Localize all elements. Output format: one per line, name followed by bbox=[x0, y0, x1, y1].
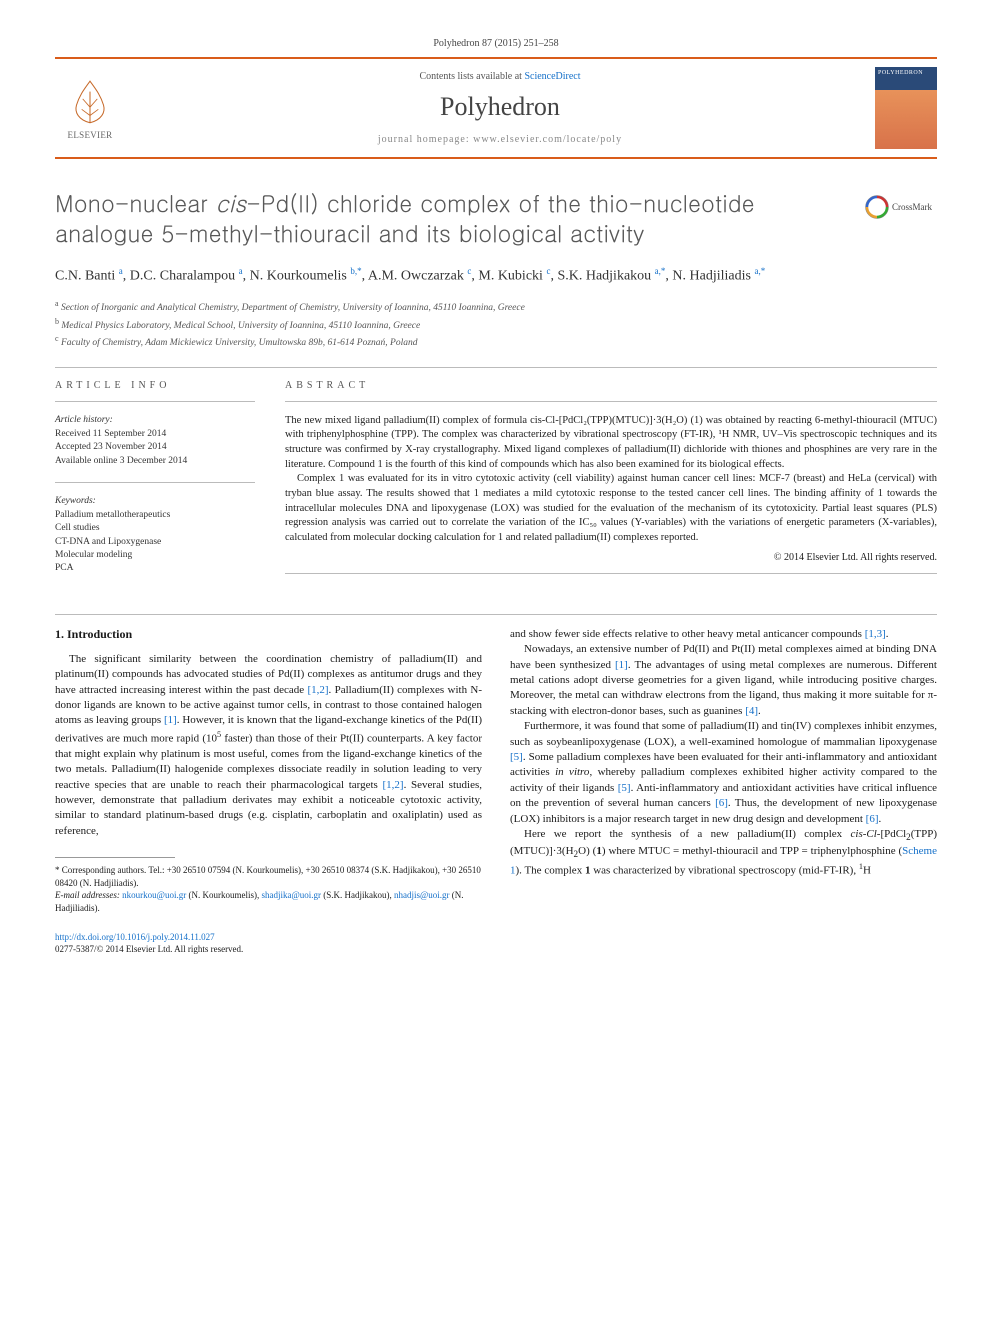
ref-link[interactable]: [5] bbox=[618, 782, 631, 794]
affil-link-a[interactable]: a bbox=[655, 266, 659, 276]
elsevier-tree-icon bbox=[64, 76, 116, 128]
contents-available-line: Contents lists available at ScienceDirec… bbox=[125, 71, 875, 82]
article-title: Mono-nuclear cis-Pd(II) chloride complex… bbox=[55, 189, 835, 249]
journal-cover-thumbnail: POLYHEDRON bbox=[875, 67, 937, 149]
elsevier-label: ELSEVIER bbox=[68, 130, 113, 140]
history-accepted: Accepted 23 November 2014 bbox=[55, 441, 255, 454]
email-footnote: E-mail addresses: nkourkou@uoi.gr (N. Ko… bbox=[55, 889, 482, 914]
page-header-citation: Polyhedron 87 (2015) 251–258 bbox=[55, 38, 937, 49]
sciencedirect-link[interactable]: ScienceDirect bbox=[524, 71, 580, 82]
article-info-sidebar: ARTICLE INFO Article history: Received 1… bbox=[55, 380, 255, 586]
body-paragraph: Nowadays, an extensive number of Pd(II) … bbox=[510, 642, 937, 719]
abstract-paragraph: Complex 1 was evaluated for its in vitro… bbox=[285, 472, 937, 545]
abstract-text: The new mixed ligand palladium(II) compl… bbox=[285, 414, 937, 546]
journal-header-band: ELSEVIER Contents lists available at Sci… bbox=[55, 57, 937, 159]
doi-link[interactable]: http://dx.doi.org/10.1016/j.poly.2014.11… bbox=[55, 932, 215, 942]
crossmark-badge[interactable]: CrossMark bbox=[865, 195, 932, 219]
cover-title: POLYHEDRON bbox=[878, 70, 923, 76]
separator bbox=[55, 482, 255, 483]
ref-link[interactable]: [6] bbox=[715, 797, 728, 809]
ref-link[interactable]: [1] bbox=[615, 659, 628, 671]
corresponding-footnote: * Corresponding authors. Tel.: +30 26510… bbox=[55, 864, 482, 889]
keyword: Palladium metallotherapeutics bbox=[55, 509, 255, 522]
article-info-label: ARTICLE INFO bbox=[55, 380, 255, 391]
corr-link[interactable]: * bbox=[661, 266, 666, 276]
emails-label: E-mail addresses: bbox=[55, 890, 120, 900]
affil-link-a[interactable]: a bbox=[754, 266, 758, 276]
affil-link-a[interactable]: a bbox=[239, 266, 243, 276]
ref-link[interactable]: [6] bbox=[866, 813, 879, 825]
keyword: CT-DNA and Lipoxygenase bbox=[55, 536, 255, 549]
footnote-separator bbox=[55, 857, 175, 858]
keywords-heading: Keywords: bbox=[55, 495, 255, 508]
separator bbox=[55, 401, 255, 402]
history-online: Available online 3 December 2014 bbox=[55, 455, 255, 468]
separator bbox=[55, 614, 937, 615]
affil-link-c[interactable]: c bbox=[546, 266, 550, 276]
separator bbox=[285, 401, 937, 402]
ref-link[interactable]: [1,2] bbox=[383, 779, 404, 791]
history-heading: Article history: bbox=[55, 414, 255, 427]
abstract-label: ABSTRACT bbox=[285, 380, 937, 391]
email-link[interactable]: nhadjis@uoi.gr bbox=[394, 890, 450, 900]
journal-homepage: journal homepage: www.elsevier.com/locat… bbox=[125, 134, 875, 145]
ref-link[interactable]: [1] bbox=[164, 714, 177, 726]
abstract-column: ABSTRACT The new mixed ligand palladium(… bbox=[285, 380, 937, 586]
ref-link[interactable]: [1,3] bbox=[865, 628, 886, 640]
email-who: (S.K. Hadjikakou), bbox=[323, 890, 392, 900]
ref-link[interactable]: [5] bbox=[510, 751, 523, 763]
keyword: PCA bbox=[55, 562, 255, 575]
abstract-copyright: © 2014 Elsevier Ltd. All rights reserved… bbox=[285, 552, 937, 563]
email-link[interactable]: nkourkou@uoi.gr bbox=[122, 890, 186, 900]
ref-link[interactable]: [1,2] bbox=[307, 684, 328, 696]
corr-link[interactable]: * bbox=[357, 266, 362, 276]
keyword: Cell studies bbox=[55, 522, 255, 535]
separator bbox=[55, 367, 937, 368]
separator bbox=[285, 573, 937, 574]
body-paragraph: and show fewer side effects relative to … bbox=[510, 627, 937, 642]
keyword: Molecular modeling bbox=[55, 549, 255, 562]
affil-link-b[interactable]: b bbox=[350, 266, 355, 276]
section-heading-introduction: 1. Introduction bbox=[55, 627, 482, 642]
corr-link[interactable]: * bbox=[761, 266, 766, 276]
body-paragraph: Furthermore, it was found that some of p… bbox=[510, 719, 937, 827]
crossmark-label: CrossMark bbox=[892, 202, 932, 212]
affil-link-a[interactable]: a bbox=[119, 266, 123, 276]
doi-block: http://dx.doi.org/10.1016/j.poly.2014.11… bbox=[55, 931, 937, 956]
email-link[interactable]: shadjika@uoi.gr bbox=[261, 890, 321, 900]
affiliation-a: a Section of Inorganic and Analytical Ch… bbox=[55, 298, 937, 315]
body-paragraph: Here we report the synthesis of a new pa… bbox=[510, 827, 937, 879]
elsevier-logo: ELSEVIER bbox=[55, 69, 125, 147]
journal-name: Polyhedron bbox=[125, 92, 875, 122]
ref-link[interactable]: [4] bbox=[745, 705, 758, 717]
crossmark-icon bbox=[865, 195, 889, 219]
body-column-left: 1. Introduction The significant similari… bbox=[55, 627, 482, 915]
contents-prefix: Contents lists available at bbox=[419, 71, 524, 82]
issn-copyright: 0277-5387/© 2014 Elsevier Ltd. All right… bbox=[55, 944, 243, 954]
abstract-paragraph: The new mixed ligand palladium(II) compl… bbox=[285, 414, 937, 473]
body-column-right: and show fewer side effects relative to … bbox=[510, 627, 937, 915]
affil-link-c[interactable]: c bbox=[467, 266, 471, 276]
body-text: and show fewer side effects relative to … bbox=[510, 627, 937, 879]
email-who: (N. Kourkoumelis), bbox=[188, 890, 259, 900]
footnotes: * Corresponding authors. Tel.: +30 26510… bbox=[55, 864, 482, 914]
affiliation-c: c Faculty of Chemistry, Adam Mickiewicz … bbox=[55, 333, 937, 350]
history-received: Received 11 September 2014 bbox=[55, 428, 255, 441]
body-text: The significant similarity between the c… bbox=[55, 652, 482, 839]
affiliation-b: b Medical Physics Laboratory, Medical Sc… bbox=[55, 316, 937, 333]
affiliations: a Section of Inorganic and Analytical Ch… bbox=[55, 298, 937, 350]
author-list: C.N. Banti a, D.C. Charalampou a, N. Kou… bbox=[55, 265, 937, 287]
body-paragraph: The significant similarity between the c… bbox=[55, 652, 482, 839]
